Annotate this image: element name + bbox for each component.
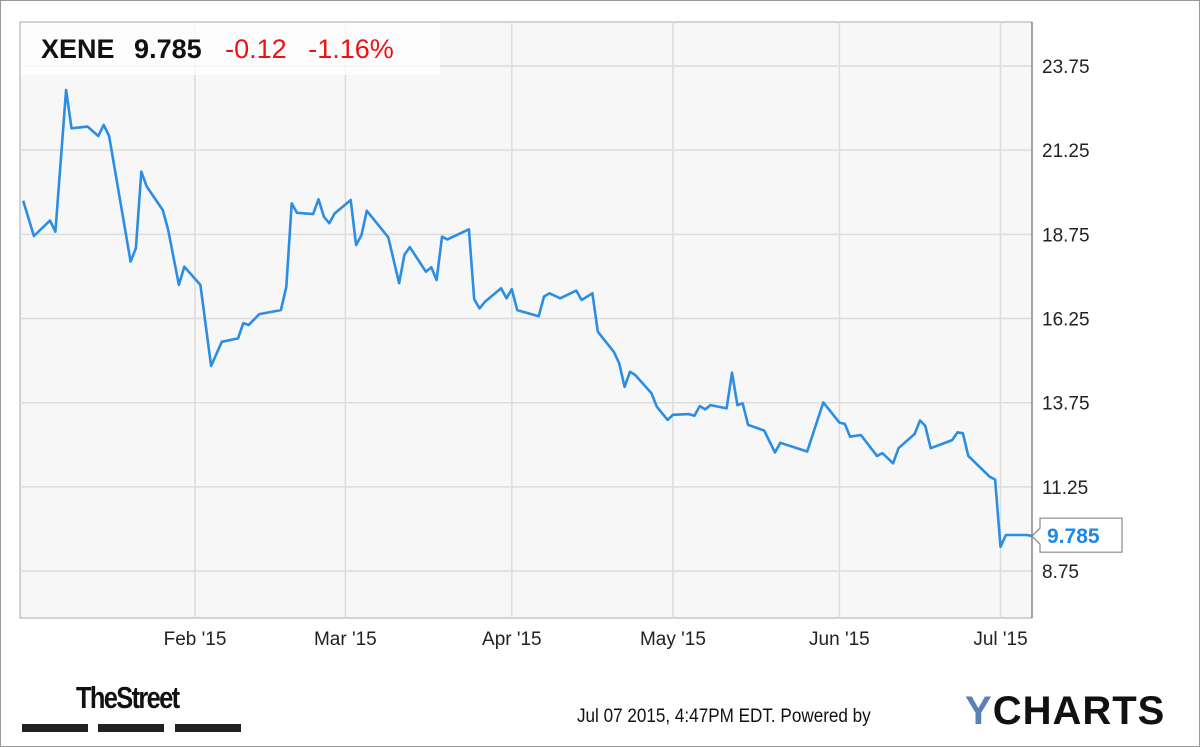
quote-change-percent: -1.16% bbox=[308, 34, 394, 64]
ycharts-logo-y: Y bbox=[965, 689, 993, 733]
thestreet-logo: TheStreet bbox=[76, 680, 180, 715]
ycharts-logo: YCHARTS bbox=[965, 689, 1165, 734]
y-tick-label: 18.75 bbox=[1042, 225, 1090, 246]
last-value-text: 9.785 bbox=[1047, 525, 1100, 548]
plot-area bbox=[19, 21, 1033, 619]
ycharts-logo-text: CHARTS bbox=[992, 689, 1166, 733]
y-tick-label: 23.75 bbox=[1042, 57, 1090, 78]
timestamp: Jul 07 2015, 4:47PM EDT. bbox=[577, 706, 776, 727]
quote-header: XENE 9.785 -0.12 -1.16% bbox=[21, 23, 440, 75]
x-tick-label: Jul '15 bbox=[973, 629, 1027, 650]
last-value-label: 9.785 bbox=[1031, 517, 1123, 553]
x-tick-label: Mar '15 bbox=[314, 629, 377, 650]
y-axis: 23.75 21.25 18.75 16.25 13.75 11.25 8.75 bbox=[1042, 57, 1090, 583]
x-tick-label: Apr '15 bbox=[482, 629, 542, 650]
footer-attribution: Jul 07 2015, 4:47PM EDT. Powered by bbox=[577, 706, 871, 728]
y-tick-label: 16.25 bbox=[1042, 310, 1090, 331]
quote-change: -0.12 bbox=[225, 34, 287, 64]
thestreet-logo-bar bbox=[22, 724, 88, 732]
thestreet-logo-bar bbox=[175, 724, 241, 732]
y-tick-label: 13.75 bbox=[1042, 394, 1090, 415]
powered-by: Powered by bbox=[780, 706, 871, 727]
thestreet-logo-bar bbox=[98, 724, 164, 732]
ticker-symbol: XENE bbox=[41, 34, 115, 64]
series-line bbox=[21, 88, 1033, 549]
y-tick-label: 11.25 bbox=[1042, 478, 1088, 499]
x-axis: Feb '15 Mar '15 Apr '15 May '15 Jun '15 Jul '… bbox=[164, 629, 1028, 650]
grid bbox=[20, 22, 1032, 618]
x-tick-label: Jun '15 bbox=[809, 629, 870, 650]
x-tick-label: Feb '15 bbox=[164, 629, 227, 650]
quote-price: 9.785 bbox=[134, 34, 202, 64]
x-tick-label: May '15 bbox=[640, 629, 706, 650]
y-tick-label: 21.25 bbox=[1042, 141, 1090, 162]
y-tick-label: 8.75 bbox=[1042, 562, 1079, 583]
